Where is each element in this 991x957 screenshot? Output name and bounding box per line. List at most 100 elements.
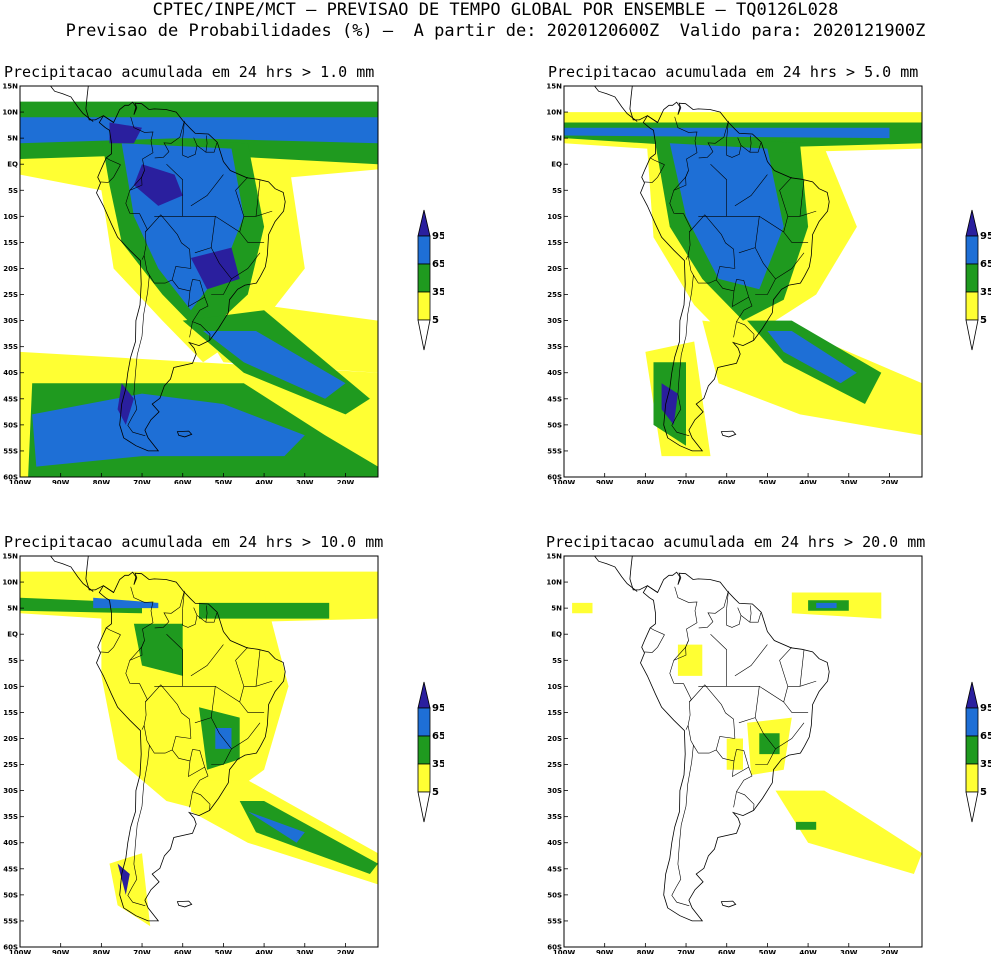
lat-label: 15S (3, 709, 18, 717)
lon-label: 50W (215, 949, 233, 954)
lon-label: 60W (718, 949, 736, 954)
coastlines (594, 86, 830, 452)
lon-label: 40W (799, 479, 817, 484)
map-svg: 15N 10N 5N EQ 5S 10S 15S 20S 25S 30S 35S 40S 45S 50S 5… (2, 83, 379, 484)
lat-label: 45S (3, 865, 18, 873)
lon-label: 30W (840, 479, 858, 484)
colorbar-label: 95 (432, 703, 444, 714)
lat-label: 5S (8, 657, 18, 665)
lon-label: 70W (133, 479, 151, 484)
colorbar-label: 65 (980, 731, 991, 742)
lon-label: 20W (337, 479, 355, 484)
colorbar-label: 35 (432, 759, 444, 770)
lat-label: 60S (3, 474, 18, 482)
lat-label: 60S (3, 944, 18, 952)
lat-label: 10N (546, 579, 562, 587)
figure-title-line2: Previsao de Probabilidades (%) – A parti… (65, 21, 926, 41)
map-panel-3: 15N 10N 5N EQ 5S 10S 15S 20S 25S 30S 35S 40S 45S 50S 5… (0, 552, 380, 954)
lat-label: 40S (547, 839, 562, 847)
map-svg: 15N 10N 5N EQ 5S 10S 15S 20S 25S 30S 35S 40S 45S 50S 5… (2, 553, 379, 954)
lon-label: 50W (759, 479, 777, 484)
colorbar-label: 5 (432, 787, 439, 798)
lat-label: 20S (547, 735, 562, 743)
lat-label: 35S (547, 813, 562, 821)
lon-label: 80W (93, 479, 111, 484)
lon-label: 50W (759, 949, 777, 954)
lat-label: 40S (3, 369, 18, 377)
colorbar-svg: 95 65 35 5 (965, 681, 991, 823)
lon-label: 60W (718, 479, 736, 484)
lon-label: 100W (9, 479, 32, 484)
coastlines (50, 86, 286, 452)
panel-title-3: Precipitacao acumulada em 24 hrs > 10.0 … (4, 533, 384, 551)
lat-label: 5S (552, 657, 562, 665)
lat-label: 25S (3, 291, 18, 299)
lat-label: 45S (547, 395, 562, 403)
colorbar-label: 95 (980, 703, 991, 714)
lat-label: 15N (2, 553, 18, 561)
lon-label: 40W (255, 949, 273, 954)
colorbar-4: 95 65 35 5 (964, 680, 991, 834)
map-panel-4: 15N 10N 5N EQ 5S 10S 15S 20S 25S 30S 35S 40S 45S 50S 5… (544, 552, 924, 954)
lon-label: 100W (553, 949, 576, 954)
lon-label: 30W (840, 949, 858, 954)
lat-label: 5S (552, 187, 562, 195)
lat-label: 25S (547, 291, 562, 299)
lon-label: 90W (596, 479, 614, 484)
colorbar-label: 95 (980, 231, 991, 242)
lat-label: 35S (547, 343, 562, 351)
panel-title-2: Precipitacao acumulada em 24 hrs > 5.0 m… (548, 63, 919, 81)
lat-label: 10N (2, 109, 18, 117)
lat-label: 25S (547, 761, 562, 769)
lat-label: 30S (547, 317, 562, 325)
colorbar-svg: 95 65 35 5 (965, 209, 991, 351)
lat-label: 10S (3, 213, 18, 221)
lat-label: 25S (3, 761, 18, 769)
panel-title-1: Precipitacao acumulada em 24 hrs > 1.0 m… (4, 63, 375, 81)
lat-label: EQ (551, 161, 562, 169)
lon-label: 80W (93, 949, 111, 954)
lat-label: 45S (3, 395, 18, 403)
lat-label: 5N (551, 135, 562, 143)
coastlines (50, 556, 286, 922)
lat-label: 55S (547, 447, 562, 455)
lat-label: 40S (3, 839, 18, 847)
figure-title-line1: CPTEC/INPE/MCT – PREVISAO DE TEMPO GLOBA… (152, 0, 839, 20)
lat-label: 5N (7, 605, 18, 613)
lat-label: 15S (3, 239, 18, 247)
lat-label: 20S (3, 735, 18, 743)
lat-label: 15S (547, 239, 562, 247)
colorbar-label: 35 (980, 287, 991, 298)
lat-label: 30S (547, 787, 562, 795)
lon-label: 80W (637, 949, 655, 954)
panel-title-4: Precipitacao acumulada em 24 hrs > 20.0 … (546, 533, 926, 551)
lat-label: 5S (8, 187, 18, 195)
lon-label: 70W (677, 949, 695, 954)
lat-label: EQ (7, 631, 18, 639)
colorbar-label: 35 (980, 759, 991, 770)
lon-label: 20W (881, 479, 899, 484)
lat-label: 35S (3, 813, 18, 821)
map-svg: 15N 10N 5N EQ 5S 10S 15S 20S 25S 30S 35S 40S 45S 50S 5… (546, 83, 923, 484)
lon-label: 30W (296, 479, 314, 484)
lat-label: 40S (547, 369, 562, 377)
lat-label: 55S (3, 447, 18, 455)
lat-label: 50S (547, 891, 562, 899)
lon-label: 90W (596, 949, 614, 954)
lon-label: 40W (255, 479, 273, 484)
lat-label: 15N (546, 553, 562, 561)
lat-label: 15N (2, 83, 18, 91)
probability-field (20, 101, 378, 477)
probability-field (572, 592, 922, 874)
colorbar-label: 5 (980, 315, 987, 326)
lon-label: 90W (52, 949, 70, 954)
lon-label: 50W (215, 479, 233, 484)
colorbar-label: 95 (432, 231, 444, 242)
lat-label: 10N (546, 109, 562, 117)
lat-label: 15N (546, 83, 562, 91)
lat-label: 10S (547, 213, 562, 221)
lat-label: 60S (547, 474, 562, 482)
lon-label: 20W (881, 949, 899, 954)
map-panel-1: 15N 10N 5N EQ 5S 10S 15S 20S 25S 30S 35S 40S 45S 50S 5… (0, 82, 380, 484)
lat-label: 10S (547, 683, 562, 691)
